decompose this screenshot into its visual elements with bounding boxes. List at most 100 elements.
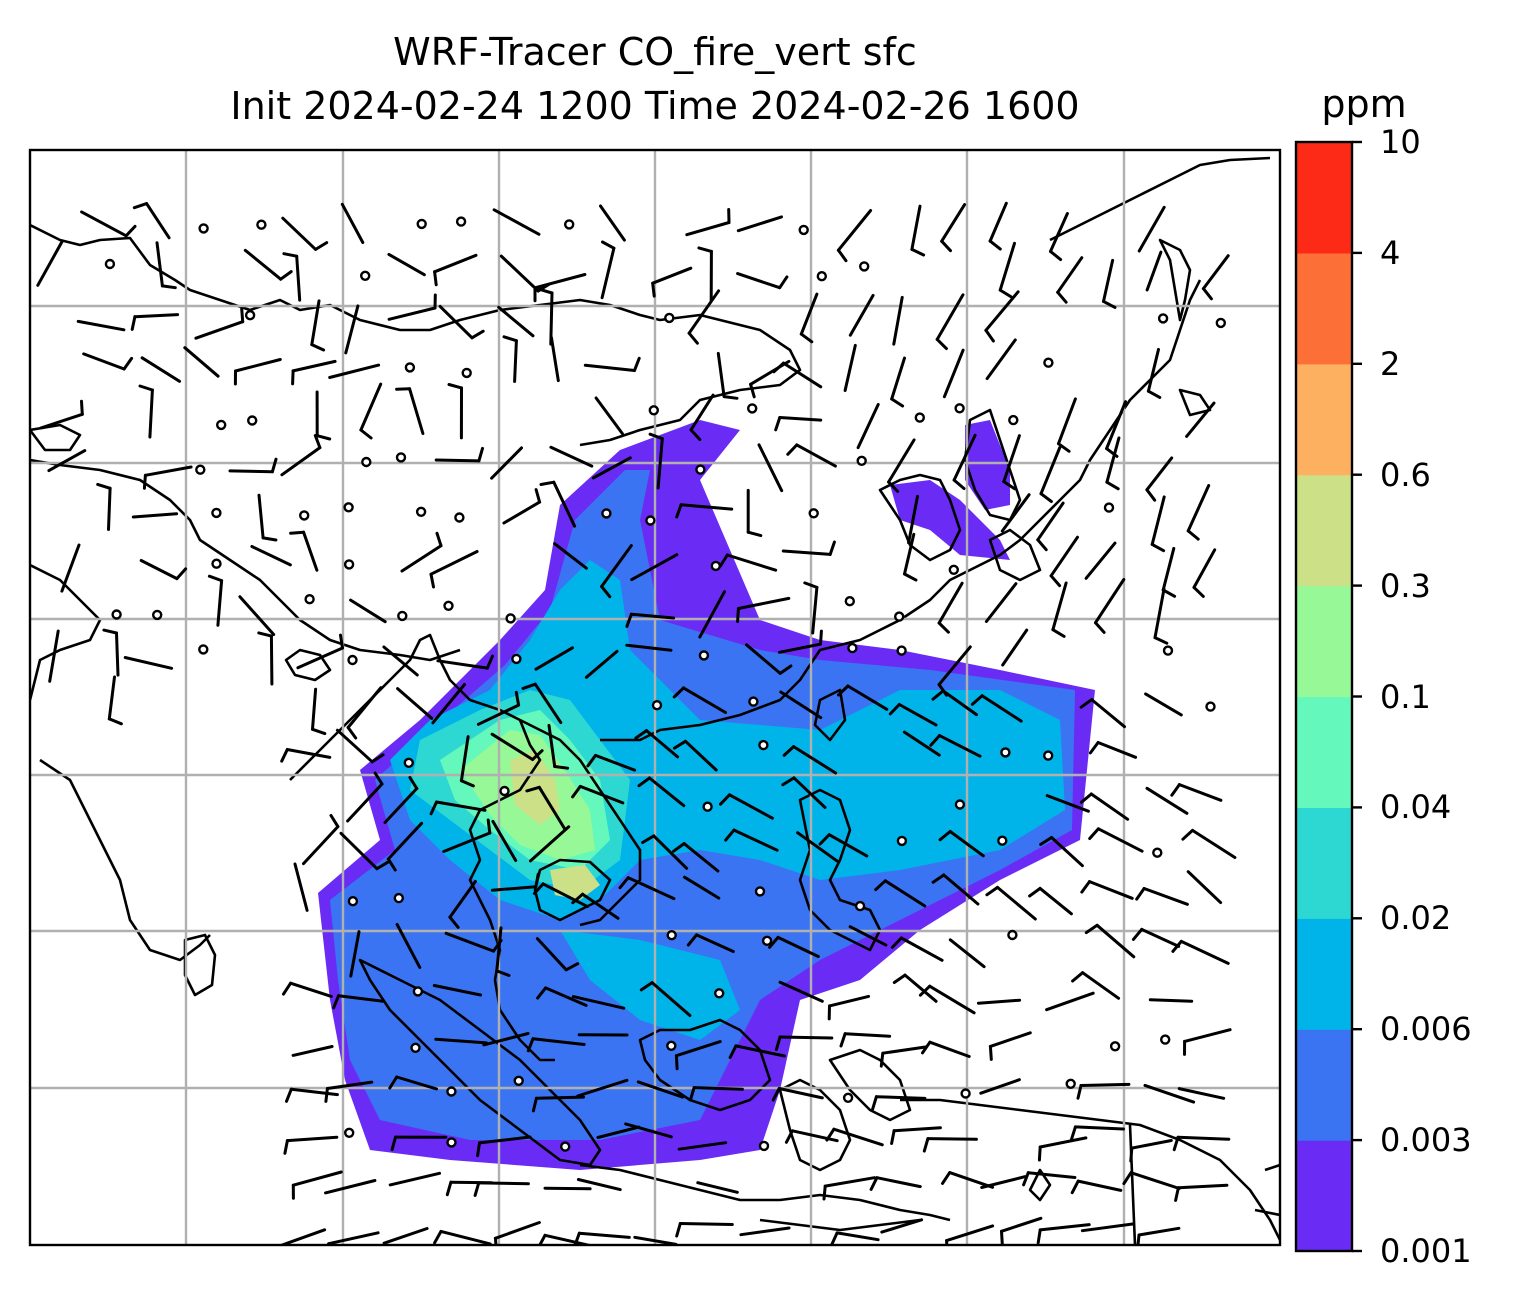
calm-wind-circle xyxy=(211,507,222,519)
wind-barb xyxy=(539,480,577,528)
calm-wind-circle xyxy=(104,258,116,270)
calm-wind-circles xyxy=(104,216,1227,1152)
wind-barb xyxy=(1143,1083,1196,1104)
calm-wind-circle xyxy=(651,700,663,711)
wind-barb xyxy=(526,1037,586,1053)
wind-barb xyxy=(1079,792,1130,821)
wind-barb xyxy=(625,612,676,628)
wind-barb xyxy=(696,1181,739,1194)
wind-barb xyxy=(448,880,477,929)
wind-barb xyxy=(848,293,875,337)
wind-barb xyxy=(543,1186,592,1191)
wind-barb xyxy=(624,1122,673,1139)
wind-barb xyxy=(746,488,763,538)
wind-barb xyxy=(47,449,87,473)
wind-barb xyxy=(293,862,309,912)
calm-wind-circle xyxy=(747,403,758,414)
wind-barb xyxy=(525,785,567,831)
colorbar-tick-label: 4 xyxy=(1380,233,1401,272)
calm-wind-circle xyxy=(1205,701,1216,712)
wind-barb xyxy=(349,598,387,624)
wind-barb xyxy=(779,690,823,720)
wind-barb xyxy=(1080,880,1134,900)
wind-barb xyxy=(931,689,978,717)
calm-wind-circle xyxy=(1007,929,1018,941)
wind-barb xyxy=(984,582,1018,623)
calm-wind-circle xyxy=(446,1086,457,1097)
wind-barb xyxy=(536,986,588,1007)
wind-barb xyxy=(302,814,340,866)
wind-barb xyxy=(848,925,888,947)
colorbar-segment xyxy=(1296,474,1352,587)
wind-barb xyxy=(583,356,641,372)
wind-barb xyxy=(140,356,181,383)
wind-barb xyxy=(289,530,319,572)
map-panel xyxy=(30,150,1280,1245)
colorbar-segment xyxy=(1296,585,1352,698)
wind-barb xyxy=(1145,250,1163,292)
co-fire-plume xyxy=(318,420,1095,1170)
wind-barb xyxy=(907,494,919,545)
wind-barb xyxy=(683,875,721,900)
calm-wind-circle xyxy=(446,1137,457,1148)
wind-barb xyxy=(1049,212,1069,262)
wind-barb xyxy=(757,443,784,493)
wind-barb xyxy=(1192,548,1217,598)
calm-wind-circle xyxy=(695,464,706,475)
colorbar-tick-label: 0.001 xyxy=(1380,1232,1472,1270)
wind-barb xyxy=(1145,786,1189,815)
wind-barb xyxy=(1039,446,1062,503)
wind-barb xyxy=(1057,397,1077,453)
wind-barb xyxy=(48,629,60,683)
wind-barb xyxy=(600,240,616,300)
wind-barb xyxy=(938,830,985,858)
wind-barb xyxy=(937,581,964,634)
wind-barb xyxy=(123,656,174,670)
wind-barb xyxy=(771,1087,824,1102)
wind-barb xyxy=(1000,1216,1043,1245)
plume-level-0.001-korea xyxy=(890,480,1010,560)
wind-barb xyxy=(473,1181,530,1197)
wind-barb xyxy=(1201,254,1230,301)
wind-barb xyxy=(890,936,944,962)
calm-wind-circle xyxy=(393,892,404,904)
wind-barb xyxy=(383,776,419,824)
wind-barb xyxy=(887,438,916,493)
calm-wind-circle xyxy=(195,464,206,475)
calm-wind-circle xyxy=(698,650,710,661)
wind-barb xyxy=(291,1170,343,1200)
wind-barb xyxy=(531,1095,585,1113)
wind-barb xyxy=(433,1229,492,1245)
wind-barb xyxy=(618,876,676,901)
wind-barb xyxy=(344,304,360,355)
wind-barb xyxy=(940,203,967,253)
colorbar-segment xyxy=(1296,807,1352,919)
calm-wind-circle xyxy=(894,611,905,622)
calm-wind-circle xyxy=(1159,1034,1171,1045)
wind-barb xyxy=(988,1031,1032,1061)
calm-wind-circle xyxy=(397,610,408,622)
wind-barb xyxy=(979,1078,1021,1095)
wind-barb xyxy=(594,396,624,436)
wind-barb xyxy=(675,503,734,519)
calm-wind-circle xyxy=(361,456,372,468)
calm-wind-circle xyxy=(454,512,465,523)
wind-barb xyxy=(803,581,819,635)
wind-barb xyxy=(1150,495,1166,553)
wind-barb xyxy=(107,675,123,726)
wind-barb xyxy=(132,202,171,240)
calm-wind-circle xyxy=(299,510,310,521)
wind-barb xyxy=(1088,827,1144,853)
wind-barb xyxy=(970,694,1023,723)
wind-barb xyxy=(1172,1135,1231,1152)
colorbar-tick-label: 0.006 xyxy=(1380,1010,1472,1049)
calm-wind-circle xyxy=(505,613,516,624)
calm-wind-circle xyxy=(1103,502,1115,513)
wind-barb xyxy=(535,937,580,972)
wind-barb xyxy=(1171,939,1230,965)
wind-barb xyxy=(584,649,619,679)
wind-barb xyxy=(888,703,938,727)
wind-barb xyxy=(1181,828,1237,859)
colorbar-tick-label: 0.1 xyxy=(1380,677,1431,716)
wind-barb xyxy=(596,1125,641,1139)
